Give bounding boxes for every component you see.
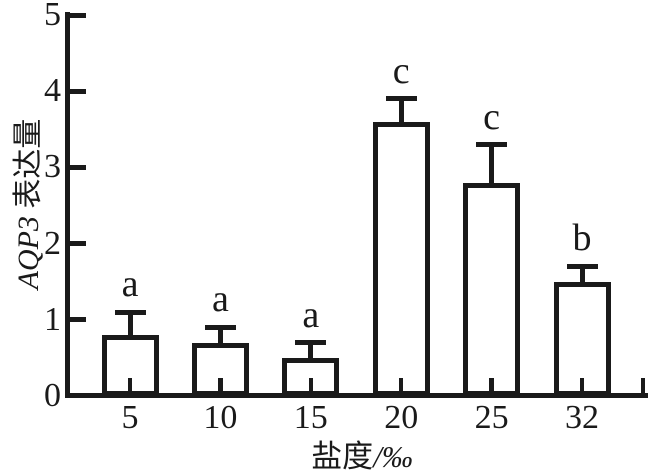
x-tick-label: 20 [384,399,419,436]
x-tick-label: 10 [203,399,238,436]
error-bar-stem [308,342,314,362]
sig-letter: c [483,95,501,138]
x-tick [579,378,585,393]
y-tick [70,12,86,18]
x-tick-label: 25 [474,399,509,436]
sig-letter: a [302,293,320,336]
error-bar-cap [114,309,146,315]
x-tick [398,378,404,393]
y-tick-label: 3 [44,148,61,186]
x-tick-label: 15 [293,399,328,436]
x-tick-label: 5 [121,399,139,436]
y-axis-title-gene: AQP3 [12,216,45,290]
sig-letter: c [392,49,410,92]
error-bar-cap [566,263,598,269]
y-tick [70,164,86,170]
y-axis-title: AQP3 表达量 [9,64,49,344]
x-axis-title-text: 盐度 [311,439,374,474]
x-axis-title: 盐度/‰ [212,438,512,476]
y-tick-label: 0 [44,377,61,414]
y-tick [70,88,86,94]
y-tick-label: 4 [44,72,61,110]
error-bar-stem [398,98,404,126]
sig-letter: b [572,217,592,260]
error-bar-stem [489,144,495,187]
x-tick [308,378,314,393]
y-tick [70,241,86,247]
x-axis-end-tick [640,378,646,393]
error-bar-stem [579,266,585,286]
x-axis-title-unit: /‰ [373,439,413,474]
y-tick-label: 5 [44,0,61,33]
y-tick [70,317,86,323]
x-tick-label: 32 [565,399,599,436]
y-tick-label: 2 [44,224,61,262]
error-bar-cap [295,340,327,346]
sig-letter: a [121,263,139,306]
y-tick-label: 1 [44,300,61,338]
y-axis-title-text: 表达量 [12,118,45,217]
sig-letter: a [211,278,229,321]
x-tick [218,378,223,393]
bar [372,121,430,396]
y-axis-line [65,12,70,398]
bar [463,182,521,396]
error-bar-cap [476,142,508,148]
error-bar-stem [217,327,223,347]
x-tick [489,378,494,393]
x-tick [127,378,133,393]
error-bar-stem [127,312,133,340]
error-bar-cap [385,96,417,102]
x-axis-line [65,393,648,398]
error-bar-cap [204,324,236,330]
